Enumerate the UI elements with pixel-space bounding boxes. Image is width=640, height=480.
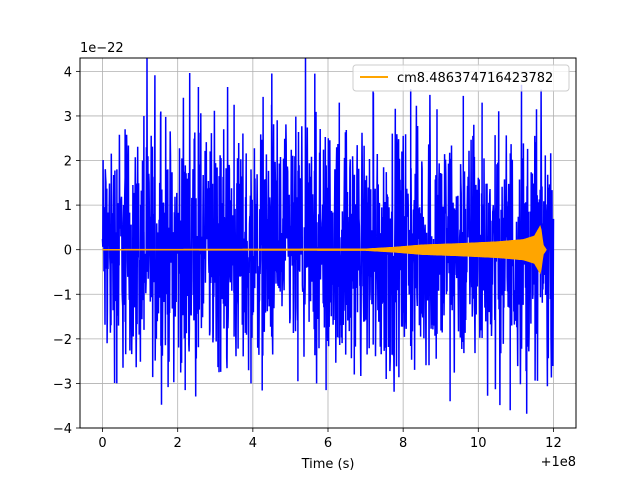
y-tick-label: 3 — [64, 110, 72, 125]
x-axis: 0 2 4 6 8 10 12 — [98, 428, 562, 451]
x-axis-label: Time (s) — [301, 457, 355, 472]
legend: cm8.486374716423782 — [352, 64, 570, 92]
x-tick-label: 8 — [399, 436, 407, 451]
y-tick-label: −3 — [53, 377, 72, 392]
x-tick-label: 4 — [249, 436, 257, 451]
x-tick-label: 12 — [545, 436, 562, 451]
x-offset-label: +1e8 — [541, 455, 576, 470]
y-tick-label: 2 — [64, 155, 72, 170]
y-tick-label: −4 — [53, 422, 72, 437]
x-tick-label: 10 — [470, 436, 487, 451]
y-scale-label: 1e−22 — [80, 41, 124, 56]
legend-label-chirp: cm8.486374716423782 — [397, 71, 553, 86]
series-line-chirp — [102, 225, 547, 275]
y-tick-label: −1 — [53, 288, 72, 303]
legend-box — [352, 64, 570, 92]
y-tick-label: −2 — [53, 333, 72, 348]
y-tick-label: 1 — [64, 199, 72, 214]
y-tick-label: 0 — [64, 244, 72, 259]
x-tick-label: 2 — [174, 436, 182, 451]
plot-area — [101, 58, 555, 414]
y-axis: −4 −3 −2 −1 0 1 2 3 4 — [53, 65, 80, 437]
y-tick-label: 4 — [64, 65, 72, 80]
x-tick-label: 0 — [98, 436, 106, 451]
x-tick-label: 6 — [324, 436, 332, 451]
